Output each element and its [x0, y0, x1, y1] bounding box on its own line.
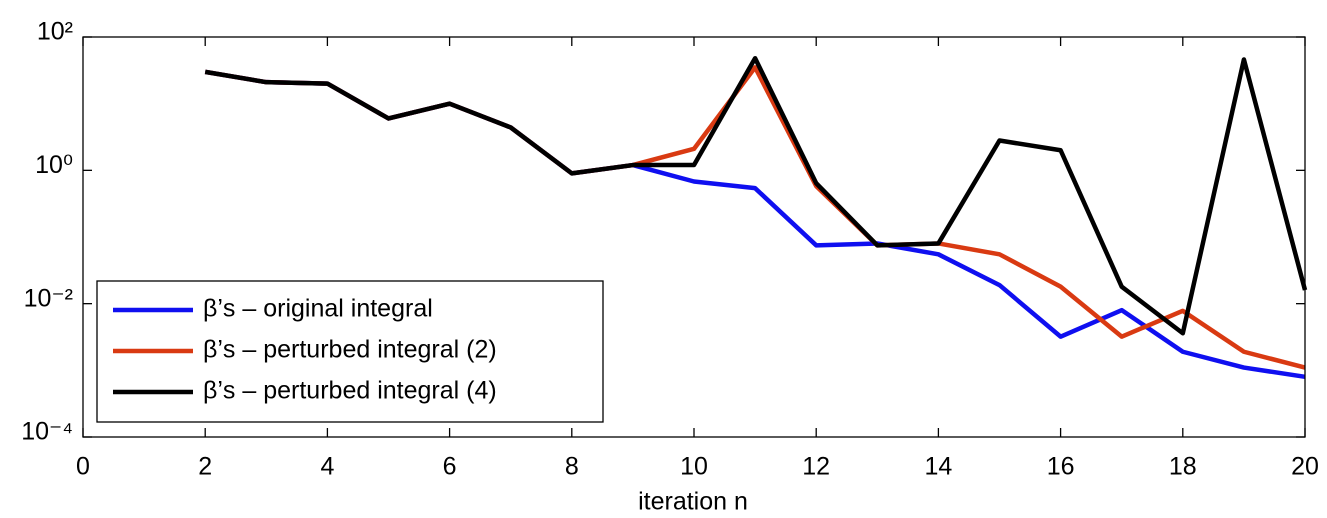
y-tick-label: 10²: [37, 18, 73, 46]
y-tick-label: 10⁻⁴: [21, 418, 73, 446]
x-axis-label: iteration n: [638, 488, 748, 516]
x-tick-label: 4: [320, 453, 334, 481]
x-tick-label: 16: [1047, 453, 1075, 481]
x-tick-label: 2: [198, 453, 212, 481]
x-tick-label: 0: [76, 453, 90, 481]
series-line: [204, 56, 1308, 336]
x-tick-label: 18: [1169, 453, 1197, 481]
legend-label: β’s – perturbed integral (2): [203, 336, 497, 364]
legend-label: β’s – perturbed integral (4): [203, 377, 497, 405]
x-tick-label: 12: [802, 453, 830, 481]
plot-frame: [82, 36, 1306, 438]
x-tick-label: 10: [680, 453, 708, 481]
x-tick-label: 8: [565, 453, 579, 481]
y-tick-label: 10⁻²: [24, 284, 73, 312]
y-tick-label: 10⁰: [35, 151, 73, 179]
legend-label: β’s – original integral: [203, 295, 433, 323]
x-tick-label: 14: [924, 453, 952, 481]
x-tick-label: 6: [443, 453, 457, 481]
x-tick-label: 20: [1291, 453, 1319, 481]
